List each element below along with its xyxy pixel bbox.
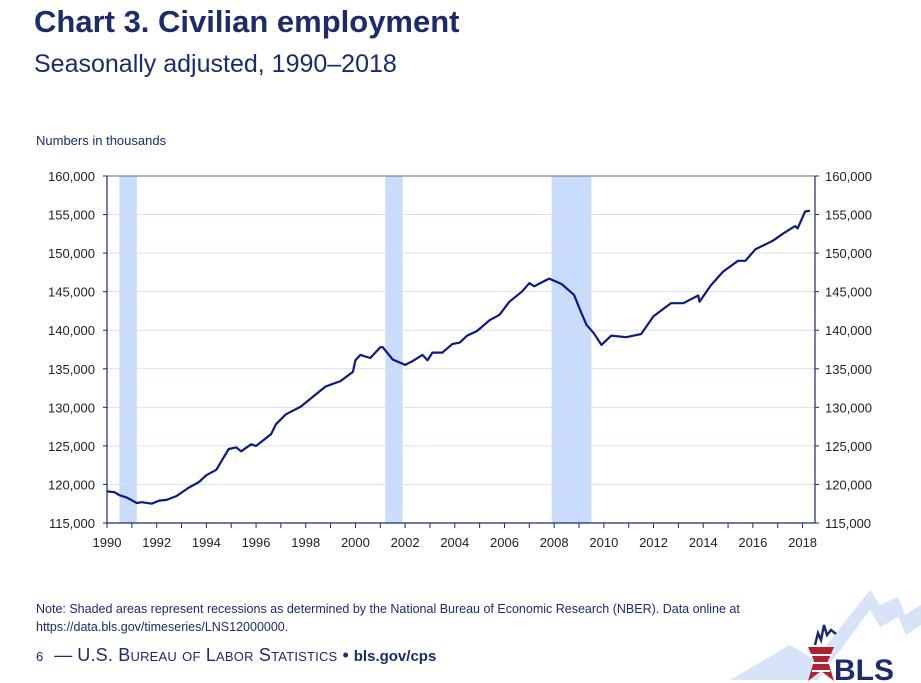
x-tick-label: 2014: [689, 535, 718, 550]
recession-band: [551, 176, 592, 523]
recession-bands: [119, 176, 592, 523]
x-tick-label: 1996: [242, 535, 271, 550]
y-tick-label-left: 145,000: [48, 285, 95, 300]
note-link[interactable]: https://data.bls.gov/timeseries/LNS12000…: [36, 620, 289, 634]
y-tick-label-left: 135,000: [48, 362, 95, 377]
arrow-background-icon: [730, 590, 921, 680]
x-tick-label: 1994: [192, 535, 221, 550]
y-tick-label-right: 135,000: [825, 362, 872, 377]
y-tick-label-left: 115,000: [49, 516, 95, 531]
footer-bullet: •: [342, 645, 349, 665]
chart-note: Note: Shaded areas represent recessions …: [36, 600, 796, 636]
y-tick-label-left: 140,000: [48, 323, 95, 338]
y-tick-label-right: 160,000: [825, 169, 872, 184]
tick-labels: 115,000 115,000 120,000 120,000 125,000 125,0…: [48, 169, 872, 550]
employment-line: [106, 209, 811, 505]
recession-band: [385, 176, 403, 523]
page-number: 6: [36, 649, 44, 664]
bls-logo: BLS: [730, 590, 921, 683]
y-tick-label-left: 160,000: [48, 169, 95, 184]
line-chart: 115,000 115,000 120,000 120,000 125,000 125,0…: [48, 169, 872, 550]
note-text: Note: Shaded areas represent recessions …: [36, 602, 740, 616]
x-tick-label: 2010: [589, 535, 618, 550]
x-tick-label: 2016: [738, 535, 767, 550]
footer-dash: —: [54, 645, 73, 665]
recession-band: [119, 176, 137, 523]
organization-name: U.S. Bureau of Labor Statistics: [77, 645, 338, 665]
logo-line-icon: [813, 624, 837, 646]
axes: [103, 175, 819, 528]
y-tick-label-right: 150,000: [825, 246, 872, 261]
y-axis-label: Numbers in thousands: [36, 133, 167, 148]
y-tick-label-left: 130,000: [48, 400, 95, 415]
y-tick-label-left: 125,000: [48, 439, 95, 454]
y-tick-label-right: 155,000: [825, 208, 872, 223]
y-tick-label-right: 115,000: [825, 516, 871, 531]
x-tick-label: 1990: [93, 535, 122, 550]
footer: 6 — U.S. Bureau of Labor Statistics • bl…: [36, 645, 436, 666]
footer-url[interactable]: bls.gov/cps: [353, 648, 437, 665]
y-tick-label-right: 145,000: [825, 285, 872, 300]
y-tick-label-right: 130,000: [825, 400, 872, 415]
y-tick-label-left: 155,000: [48, 208, 95, 223]
y-tick-label-right: 120,000: [825, 477, 872, 492]
x-tick-label: 2012: [639, 535, 668, 550]
x-tick-label: 2006: [490, 535, 519, 550]
x-tick-label: 2004: [440, 535, 469, 550]
chart-title: Chart 3. Civilian employment: [34, 4, 460, 39]
x-tick-label: 2008: [540, 535, 569, 550]
x-tick-label: 1998: [291, 535, 320, 550]
y-tick-label-left: 120,000: [48, 477, 95, 492]
y-tick-label-right: 140,000: [825, 323, 872, 338]
x-tick-label: 2018: [788, 535, 817, 550]
x-tick-label: 2002: [391, 535, 420, 550]
y-tick-label-right: 125,000: [825, 439, 872, 454]
x-tick-label: 2000: [341, 535, 370, 550]
y-tick-label-left: 150,000: [48, 246, 95, 261]
x-tick-label: 1992: [142, 535, 171, 550]
logo-text: BLS: [834, 654, 894, 683]
chart-subtitle: Seasonally adjusted, 1990–2018: [34, 50, 397, 78]
gridlines: [107, 214, 815, 485]
